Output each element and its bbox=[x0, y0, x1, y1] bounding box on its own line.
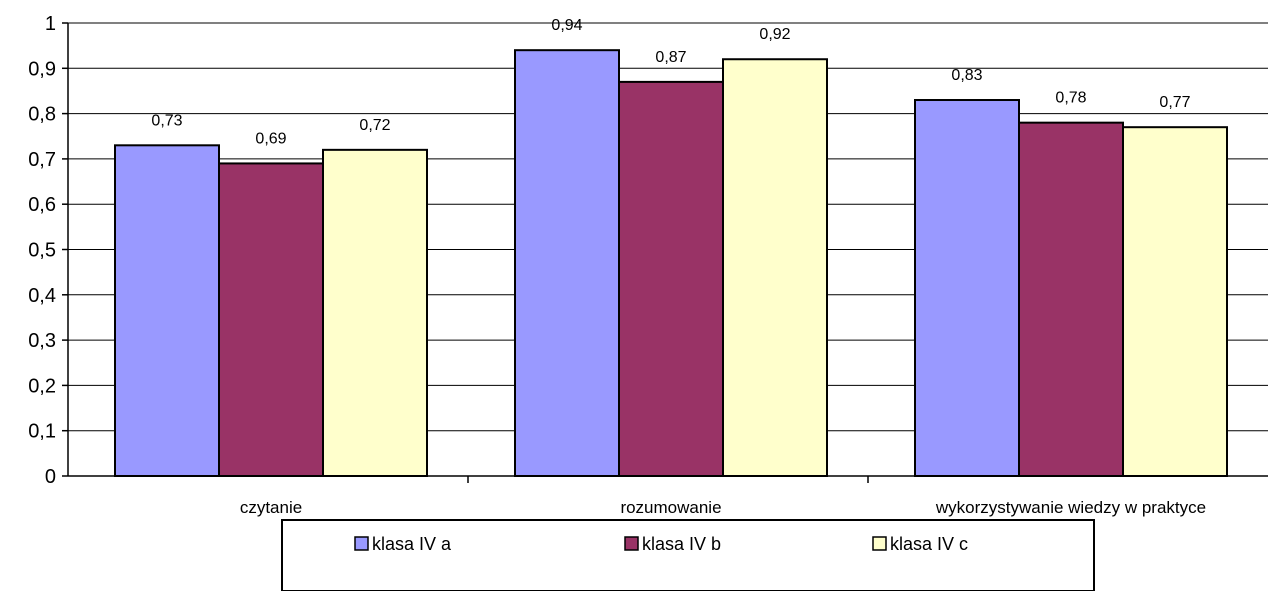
y-tick-label: 0,7 bbox=[28, 149, 56, 171]
bar bbox=[114, 144, 220, 477]
data-label: 0,87 bbox=[655, 49, 686, 66]
legend-box bbox=[281, 519, 1095, 591]
y-tick-label: 0,2 bbox=[28, 375, 56, 397]
y-tick-label: 0,3 bbox=[28, 330, 56, 352]
bar bbox=[618, 80, 724, 477]
x-category-label: rozumowanie bbox=[620, 498, 721, 517]
legend-label: klasa IV c bbox=[890, 534, 968, 554]
bar bbox=[322, 148, 428, 477]
x-category-label: wykorzystywanie wiedzy w praktyce bbox=[935, 498, 1206, 517]
legend-swatch bbox=[354, 536, 369, 551]
legend-label: klasa IV a bbox=[372, 534, 452, 554]
data-label: 0,77 bbox=[1159, 94, 1190, 111]
y-tick-label: 0,1 bbox=[28, 421, 56, 443]
y-tick-label: 0,4 bbox=[28, 285, 56, 307]
data-label: 0,92 bbox=[759, 26, 790, 43]
bar bbox=[1122, 126, 1228, 477]
bar bbox=[914, 99, 1020, 477]
bar bbox=[722, 58, 828, 478]
data-label: 0,94 bbox=[551, 17, 582, 34]
bar bbox=[1018, 121, 1124, 477]
y-tick-label: 0,6 bbox=[28, 194, 56, 216]
y-tick-label: 0,8 bbox=[28, 104, 56, 126]
axes bbox=[62, 22, 1268, 483]
y-tick-label: 0,9 bbox=[28, 58, 56, 80]
legend-label: klasa IV b bbox=[642, 534, 721, 554]
legend-swatch bbox=[624, 536, 639, 551]
legend: klasa IV a klasa IV b klasa IV c bbox=[281, 519, 1095, 591]
y-tick-label: 0 bbox=[45, 466, 56, 488]
bar bbox=[514, 49, 620, 478]
legend-swatch bbox=[872, 536, 887, 551]
data-label: 0,78 bbox=[1055, 90, 1086, 107]
data-label: 0,83 bbox=[951, 67, 982, 84]
bar bbox=[218, 162, 324, 477]
data-label: 0,69 bbox=[255, 130, 286, 147]
labels: 0 0,1 0,2 0,3 0,4 0,5 0,6 0,7 0,8 0,9 1 0,73 0,69 0,7… bbox=[28, 13, 1206, 517]
data-label: 0,72 bbox=[359, 117, 390, 134]
x-category-label: czytanie bbox=[240, 498, 302, 517]
data-label: 0,73 bbox=[151, 112, 182, 129]
y-tick-label: 1 bbox=[45, 13, 56, 35]
y-tick-label: 0,5 bbox=[28, 240, 56, 262]
